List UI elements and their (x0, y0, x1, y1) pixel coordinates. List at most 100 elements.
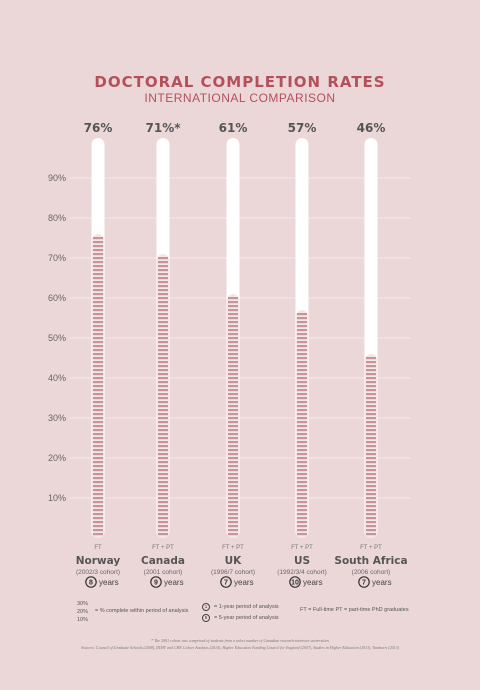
bar-stripe-2 (228, 425, 238, 428)
bar-stripe-4 (366, 401, 376, 404)
ytick-label-70: 70% (48, 253, 66, 263)
years-number-0: 8 (89, 580, 93, 587)
bar-stripe-2 (228, 493, 238, 496)
bar-stripe-1 (158, 301, 168, 304)
bar-stripe-4 (366, 481, 376, 484)
bar-stripe-2 (228, 337, 238, 340)
legend-level-10: 10% (77, 617, 89, 623)
cohort-label-2: (1996/7 cohort) (211, 569, 255, 576)
bar-stripe-0 (93, 473, 103, 476)
bar-stripe-2 (228, 449, 238, 452)
bar-stripe-4 (366, 525, 376, 528)
bar-stripe-2 (228, 349, 238, 352)
bar-stripe-0 (93, 525, 103, 528)
bar-stripe-3 (297, 457, 307, 460)
value-label-0: 76% (84, 121, 113, 135)
bar-stripe-0 (93, 461, 103, 464)
bar-stripe-4 (366, 509, 376, 512)
bar-stripe-1 (158, 381, 168, 384)
bar-stripe-3 (297, 409, 307, 412)
bar-stripe-1 (158, 493, 168, 496)
bar-stripe-0 (93, 385, 103, 388)
bar-stripe-1 (158, 525, 168, 528)
bar-stripe-0 (93, 389, 103, 392)
bar-stripe-1 (158, 461, 168, 464)
bar-stripe-2 (228, 473, 238, 476)
bar-stripe-2 (228, 533, 238, 536)
bar-stripe-2 (228, 513, 238, 516)
bar-stripe-2 (228, 377, 238, 380)
ytick-label-20: 20% (48, 453, 66, 463)
bar-stripe-0 (93, 433, 103, 436)
bar-stripe-1 (158, 365, 168, 368)
bar-stripe-4 (366, 453, 376, 456)
bar-stripe-3 (297, 345, 307, 348)
bar-stripe-2 (228, 353, 238, 356)
bar-stripe-2 (228, 401, 238, 404)
bar-stripe-0 (93, 505, 103, 508)
bar-stripe-2 (228, 505, 238, 508)
bar-stripe-3 (297, 421, 307, 424)
bar-stripe-1 (158, 521, 168, 524)
bar-stripe-1 (158, 313, 168, 316)
bar-stripe-3 (297, 325, 307, 328)
legend-period-5: 5 = 5-year period of analysis (202, 614, 279, 622)
ytick-label-10: 10% (48, 493, 66, 503)
cohort-label-0: (2002/3 cohort) (76, 569, 120, 576)
bar-stripe-3 (297, 461, 307, 464)
bar-stripe-2 (228, 421, 238, 424)
bar-stripe-1 (158, 353, 168, 356)
bar-stripe-3 (297, 369, 307, 372)
bar-stripe-4 (366, 377, 376, 380)
bar-stripe-1 (158, 349, 168, 352)
bar-stripe-1 (158, 373, 168, 376)
bar-stripe-0 (93, 265, 103, 268)
bar-stripe-3 (297, 405, 307, 408)
bar-stripe-0 (93, 417, 103, 420)
bar-stripe-1 (158, 457, 168, 460)
bar-stripe-3 (297, 533, 307, 536)
bar-stripe-4 (366, 409, 376, 412)
bar-stripe-0 (93, 301, 103, 304)
bar-stripe-3 (297, 329, 307, 332)
bar-stripe-0 (93, 345, 103, 348)
period-1-circle-icon: 1 (202, 603, 210, 611)
bar-stripe-0 (93, 413, 103, 416)
bar-stripe-4 (366, 425, 376, 428)
bar-stripe-0 (93, 313, 103, 316)
bar-stripe-0 (93, 457, 103, 460)
bar-stripe-2 (228, 461, 238, 464)
years-number-1: 9 (154, 580, 158, 587)
bar-stripe-4 (366, 521, 376, 524)
bar-stripe-0 (93, 485, 103, 488)
bar-stripe-1 (158, 529, 168, 532)
bar-stripe-0 (93, 509, 103, 512)
bar-stripe-1 (158, 485, 168, 488)
bar-stripe-0 (93, 353, 103, 356)
bar-stripe-1 (158, 389, 168, 392)
bar-stripe-2 (228, 485, 238, 488)
bar-stripe-0 (93, 309, 103, 312)
bar-stripe-2 (228, 525, 238, 528)
bar-fill-3 (296, 310, 308, 538)
years-number-4: 7 (362, 580, 366, 587)
mode-label-2: FT + PT (222, 545, 244, 551)
legend-ft-pt: FT = Full-time PT = part-time PhD gradua… (300, 607, 409, 613)
category-label-2: UK (225, 555, 243, 567)
bar-stripe-1 (158, 417, 168, 420)
bar-stripe-1 (158, 413, 168, 416)
bar-stripe-2 (228, 441, 238, 444)
bar-stripe-3 (297, 465, 307, 468)
bar-stripe-3 (297, 473, 307, 476)
bar-stripe-1 (158, 369, 168, 372)
bar-stripe-4 (366, 477, 376, 480)
bar-stripe-0 (93, 277, 103, 280)
bar-stripe-4 (366, 461, 376, 464)
ytick-label-60: 60% (48, 293, 66, 303)
bar-stripe-2 (228, 437, 238, 440)
bar-stripe-3 (297, 365, 307, 368)
legend-period-1: 1 = 1-year period of analysis (202, 603, 279, 611)
bar-stripe-2 (228, 429, 238, 432)
bar-stripe-2 (228, 433, 238, 436)
bar-stripe-4 (366, 517, 376, 520)
